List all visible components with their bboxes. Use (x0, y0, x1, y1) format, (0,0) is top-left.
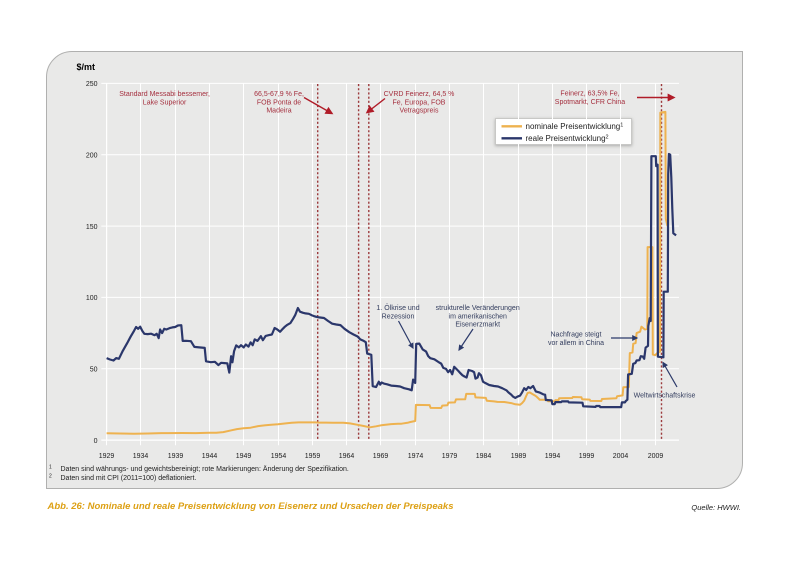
svg-text:Nachfrage steigt: Nachfrage steigt (551, 332, 602, 339)
svg-text:vor allem in China: vor allem in China (548, 340, 604, 347)
svg-text:Daten sind währungs- und gewic: Daten sind währungs- und gewichtsbereini… (61, 465, 349, 473)
svg-text:FOB Ponta de: FOB Ponta de (257, 99, 301, 106)
svg-text:Feinerz, 63,5% Fe,: Feinerz, 63,5% Fe, (560, 91, 619, 98)
svg-text:1969: 1969 (373, 453, 389, 460)
svg-text:1994: 1994 (545, 453, 561, 460)
svg-text:150: 150 (86, 224, 98, 231)
svg-text:reale Preisentwicklung2: reale Preisentwicklung2 (526, 134, 609, 143)
svg-text:1989: 1989 (511, 453, 527, 460)
svg-text:Weltwirtschaftskrise: Weltwirtschaftskrise (634, 393, 696, 400)
svg-text:Standard Messabi bessemer,: Standard Messabi bessemer, (119, 91, 210, 98)
svg-text:200: 200 (86, 153, 98, 160)
svg-text:1949: 1949 (236, 453, 252, 460)
svg-text:1934: 1934 (133, 453, 149, 460)
svg-text:1954: 1954 (271, 453, 287, 460)
svg-text:1: 1 (49, 465, 52, 471)
svg-text:1. Ölkrise und: 1. Ölkrise und (376, 304, 419, 312)
svg-text:250: 250 (86, 81, 98, 88)
svg-text:im amerikanischen: im amerikanischen (449, 313, 507, 320)
svg-text:CVRD Feinerz, 64,5 %: CVRD Feinerz, 64,5 % (384, 91, 455, 98)
svg-text:strukturelle Veränderungen: strukturelle Veränderungen (436, 305, 520, 312)
svg-text:1939: 1939 (168, 453, 184, 460)
svg-text:1944: 1944 (202, 453, 218, 460)
svg-text:100: 100 (86, 295, 98, 302)
svg-text:Spotmarkt, CFR China: Spotmarkt, CFR China (555, 99, 626, 106)
svg-text:50: 50 (90, 367, 98, 374)
svg-text:$/mt: $/mt (77, 62, 96, 72)
svg-text:Daten sind mit CPI (2011=100): Daten sind mit CPI (2011=100) deflationi… (61, 475, 197, 482)
svg-text:1999: 1999 (579, 453, 595, 460)
svg-text:Quelle: HWWI.: Quelle: HWWI. (691, 503, 741, 512)
svg-text:0: 0 (94, 438, 98, 445)
svg-text:1979: 1979 (442, 453, 458, 460)
svg-text:Fe, Europa, FOB: Fe, Europa, FOB (393, 99, 446, 106)
svg-text:2009: 2009 (648, 453, 664, 460)
svg-text:Lake Superior: Lake Superior (143, 99, 187, 106)
svg-text:Abb. 26: Nominale und reale Pr: Abb. 26: Nominale und reale Preisentwick… (47, 501, 454, 512)
svg-text:Madeira: Madeira (266, 108, 291, 115)
svg-text:2004: 2004 (613, 453, 629, 460)
svg-text:66,5-67,9 % Fe,: 66,5-67,9 % Fe, (254, 91, 304, 98)
svg-text:1984: 1984 (476, 453, 492, 460)
svg-text:2: 2 (49, 473, 52, 479)
svg-text:1929: 1929 (99, 453, 115, 460)
svg-text:nominale Preisentwicklung1: nominale Preisentwicklung1 (526, 122, 624, 131)
svg-text:1964: 1964 (339, 453, 355, 460)
svg-text:Eisenerzmarkt: Eisenerzmarkt (455, 322, 500, 329)
svg-text:1959: 1959 (305, 453, 321, 460)
svg-text:1974: 1974 (408, 453, 424, 460)
svg-text:Vetragspreis: Vetragspreis (400, 108, 439, 115)
svg-text:Rezession: Rezession (382, 313, 415, 320)
